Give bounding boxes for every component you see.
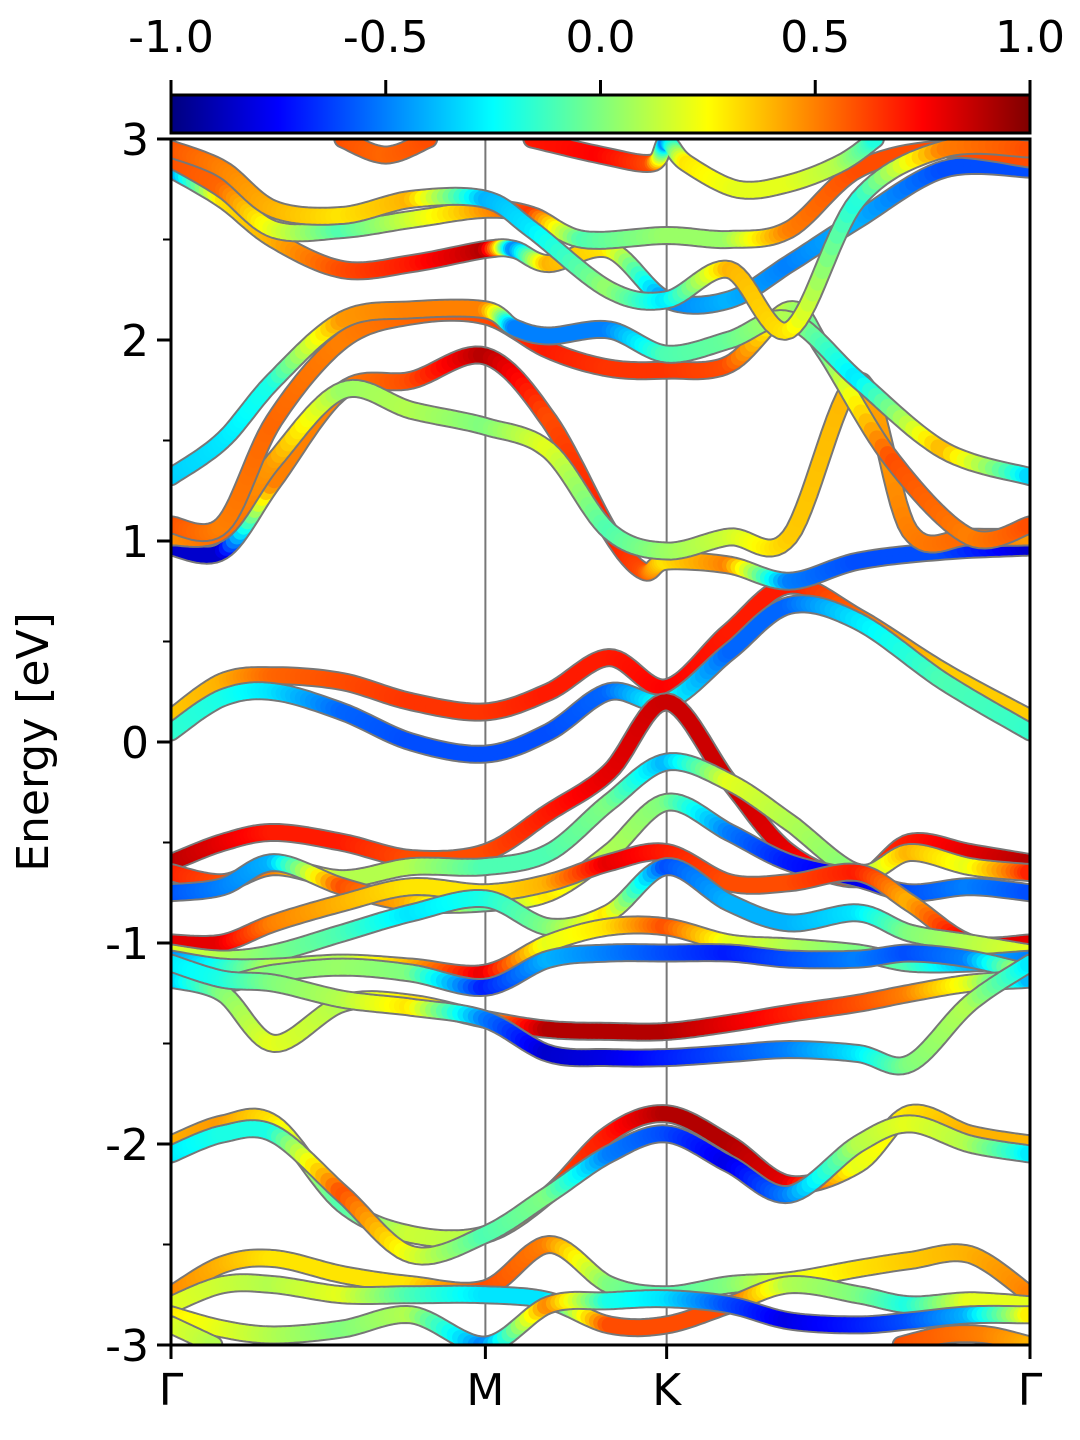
x-tick-label: M <box>466 1365 504 1416</box>
band <box>171 1273 1030 1338</box>
y-tick-label: -1 <box>105 919 149 970</box>
y-tick-label: 2 <box>121 316 149 367</box>
y-tick-label: 1 <box>121 517 149 568</box>
y-tick-label: -2 <box>105 1120 149 1171</box>
y-axis-label: Energy [eV] <box>8 612 59 872</box>
colorbar-tick-label: -1.0 <box>128 12 214 63</box>
band <box>171 370 1030 561</box>
colorbar-tick-label: -0.5 <box>343 12 429 63</box>
x-tick-label: K <box>652 1365 682 1416</box>
band <box>171 857 1030 969</box>
k-point-vertical-lines <box>484 139 668 1345</box>
band <box>171 953 1030 1076</box>
colorbar: -1.0 -0.5 0.0 0.5 1.0 <box>128 12 1065 135</box>
band <box>171 1114 1030 1266</box>
colorbar-ticks: -1.0 -0.5 0.0 0.5 1.0 <box>128 12 1065 95</box>
band <box>891 1324 1030 1345</box>
colorbar-tick-label: 0.0 <box>566 12 636 63</box>
plot-area: -3 -2 -1 0 1 2 3 Γ M K Γ <box>105 115 1043 1416</box>
y-tick-label: -3 <box>105 1321 149 1372</box>
colorbar-tick-label: 1.0 <box>995 12 1065 63</box>
x-tick-label: Γ <box>159 1365 184 1416</box>
bands <box>171 139 1030 1345</box>
band <box>171 594 1030 764</box>
y-tick-label: 3 <box>121 115 149 166</box>
band <box>333 139 439 165</box>
band <box>171 1289 1030 1345</box>
x-tick-label: Γ <box>1018 1365 1043 1416</box>
band <box>522 139 885 200</box>
y-axis: -3 -2 -1 0 1 2 3 <box>105 115 171 1372</box>
y-tick-label: 0 <box>121 718 149 769</box>
band <box>171 139 1030 341</box>
colorbar-tick-label: 0.5 <box>780 12 850 63</box>
colorbar-gradient <box>169 93 1032 135</box>
